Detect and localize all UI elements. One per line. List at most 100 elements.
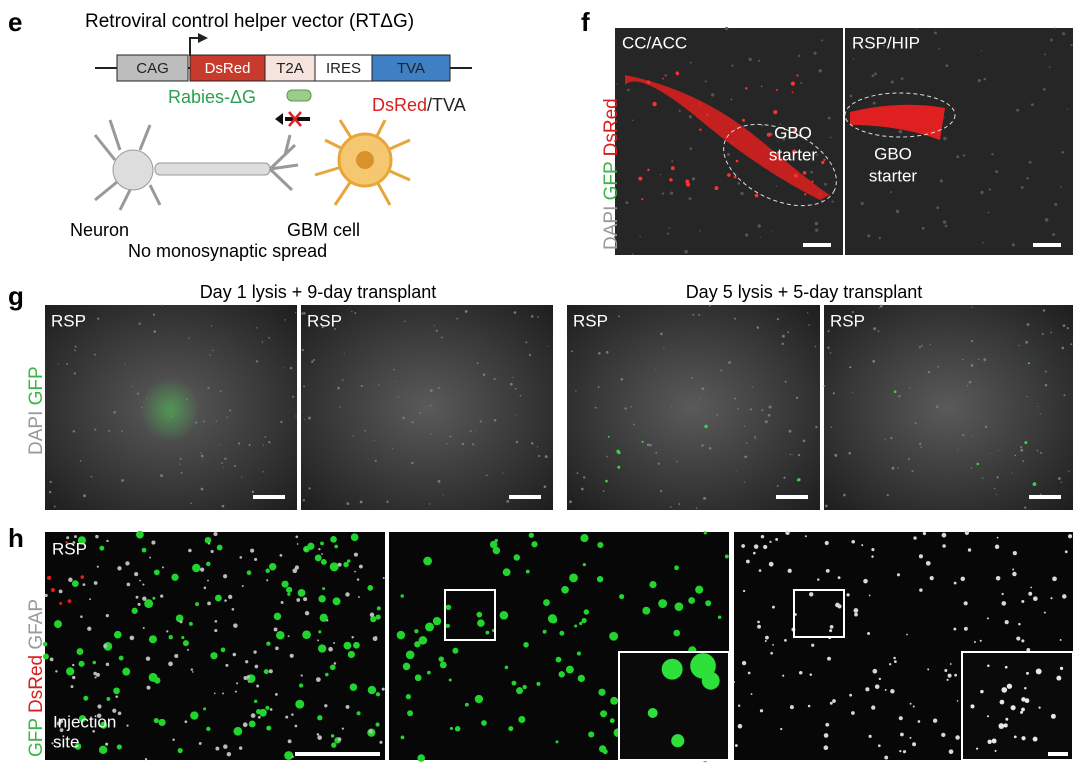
cell-signal <box>108 429 111 432</box>
cell-signal <box>122 667 131 676</box>
cell-signal <box>630 406 632 408</box>
cell-signal <box>275 646 279 651</box>
cell-signal <box>106 539 109 543</box>
construct-label: TVA <box>397 60 425 77</box>
cell-signal <box>890 689 895 694</box>
cell-signal <box>750 693 753 695</box>
cell-signal <box>265 705 270 710</box>
cell-signal <box>229 409 232 412</box>
cell-signal <box>988 188 992 191</box>
region-label: CC/ACC <box>622 33 687 52</box>
cell-signal <box>350 533 359 542</box>
cell-signal <box>153 569 160 576</box>
cell-signal <box>743 481 745 483</box>
cell-signal <box>949 663 952 665</box>
cell-signal <box>525 569 530 574</box>
cell-signal <box>1001 687 1008 693</box>
cell-signal <box>332 597 341 606</box>
cell-signal <box>326 619 329 622</box>
cell-signal <box>797 453 801 457</box>
cell-signal <box>734 744 738 747</box>
cell-signal <box>94 676 97 679</box>
cell-signal <box>917 720 921 723</box>
cell-signal <box>871 169 873 171</box>
cell-signal <box>936 206 940 210</box>
cell-label: GBM cell <box>287 220 360 240</box>
panel-label: e <box>8 7 22 37</box>
cell-signal <box>502 472 504 474</box>
cell-signal <box>97 317 100 320</box>
cell-signal <box>481 720 487 726</box>
cell-signal <box>897 467 899 469</box>
cell-signal <box>754 435 756 438</box>
cell-signal <box>942 544 946 548</box>
cell-signal <box>704 80 707 83</box>
cell-signal <box>879 304 883 308</box>
cell-signal <box>829 629 833 633</box>
cell-signal <box>698 314 701 317</box>
cell-signal <box>219 390 222 393</box>
cell-signal <box>300 674 303 677</box>
cell-signal <box>522 684 527 690</box>
cell-signal <box>829 701 833 705</box>
cell-signal <box>148 635 157 644</box>
cell-signal <box>530 315 534 318</box>
cell-signal <box>228 594 233 599</box>
cell-signal <box>852 391 854 393</box>
cell-signal <box>168 634 173 640</box>
cell-signal <box>181 636 185 640</box>
cell-signal <box>714 186 719 191</box>
cell-signal <box>763 544 768 550</box>
cell-signal <box>125 561 130 566</box>
cell-signal <box>921 226 925 230</box>
cell-signal <box>142 583 145 586</box>
cell-signal <box>513 311 517 314</box>
cell-signal <box>226 416 229 418</box>
cell-signal <box>837 604 842 609</box>
cell-signal <box>49 480 52 484</box>
cell-signal <box>825 568 830 573</box>
cell-signal <box>442 494 444 496</box>
cell-signal <box>279 553 283 557</box>
cell-signal <box>1067 534 1073 539</box>
cell-signal <box>303 312 306 315</box>
cell-signal <box>291 713 294 716</box>
cell-signal <box>754 193 759 198</box>
cell-signal <box>804 193 807 196</box>
cell-signal <box>781 342 784 346</box>
construct-box <box>116 54 189 82</box>
cell-signal <box>317 639 320 642</box>
cell-signal <box>44 593 48 598</box>
cell-signal <box>600 710 608 718</box>
cell-signal <box>334 328 337 330</box>
cell-signal <box>877 744 881 748</box>
cell-signal <box>405 694 411 700</box>
cell-signal <box>74 345 77 348</box>
cell-signal <box>479 420 482 423</box>
cell-signal <box>1020 448 1024 452</box>
cell-signal <box>321 324 323 326</box>
cell-signal <box>1018 344 1020 347</box>
gfp-signal <box>140 378 200 442</box>
cell-signal <box>852 58 855 60</box>
cell-signal <box>284 751 294 760</box>
cell-signal <box>179 463 181 465</box>
cell-signal <box>614 236 616 238</box>
cell-signal <box>810 170 814 174</box>
cell-signal <box>266 579 269 582</box>
cell-signal <box>74 535 77 539</box>
cell-signal <box>234 464 236 467</box>
cell-signal <box>1070 43 1073 47</box>
cell-signal <box>96 565 99 568</box>
stain: GFP <box>601 162 622 206</box>
cell-signal <box>359 500 363 504</box>
cell-signal <box>106 697 111 701</box>
cell-signal <box>898 395 901 398</box>
cell-signal <box>745 87 748 90</box>
cell-signal <box>74 743 82 750</box>
cell-signal <box>57 363 59 365</box>
cell-signal <box>878 677 882 681</box>
cell-signal <box>536 681 541 686</box>
cell-signal <box>776 318 780 321</box>
cell-signal <box>129 635 135 641</box>
